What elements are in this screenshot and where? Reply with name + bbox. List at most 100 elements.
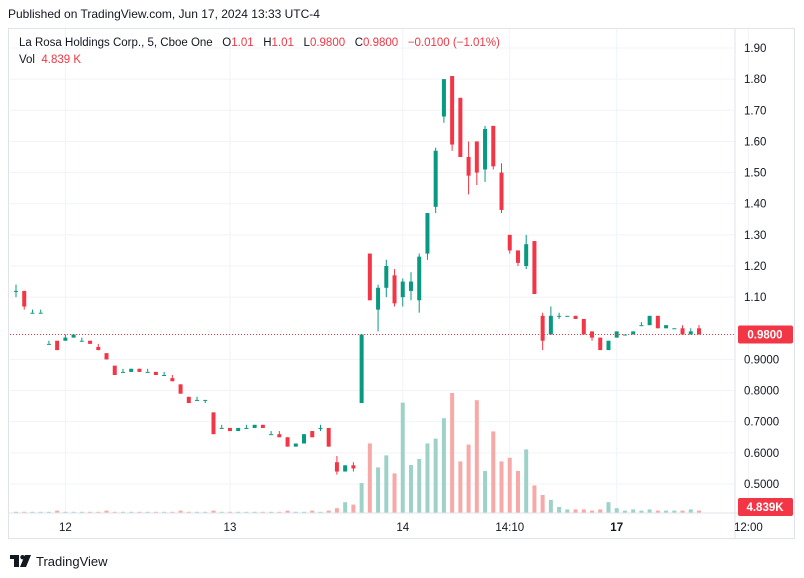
volume-bar bbox=[334, 508, 339, 513]
candle-body bbox=[425, 213, 430, 254]
volume-bar bbox=[277, 511, 282, 513]
candle-body bbox=[104, 353, 109, 360]
grid-layer bbox=[10, 29, 749, 513]
candle-body bbox=[38, 312, 43, 314]
candle-body bbox=[71, 334, 76, 338]
volume-bar bbox=[680, 510, 685, 513]
candle-body bbox=[236, 427, 241, 432]
volume-bar bbox=[30, 511, 35, 513]
candle-body bbox=[631, 331, 636, 335]
y-tick-label: 1.30 bbox=[744, 230, 766, 242]
volume-bar bbox=[491, 431, 496, 513]
y-tick-label: 1.40 bbox=[744, 199, 766, 211]
volume-bar bbox=[252, 511, 257, 513]
candle-body bbox=[376, 287, 381, 310]
y-tick-label: 0.8000 bbox=[744, 386, 779, 398]
volume-bar bbox=[639, 510, 644, 513]
candle-body bbox=[450, 76, 455, 145]
candle-body bbox=[417, 256, 422, 301]
y-tick-label: 1.60 bbox=[744, 136, 766, 148]
price-chart[interactable]: 1.90 1.80 1.70 1.60 1.50 1.40 1.30 1.20 1.10 0.90… bbox=[9, 29, 795, 539]
volume-bar bbox=[219, 511, 224, 513]
candle-body bbox=[647, 315, 652, 326]
volume-bar bbox=[664, 510, 669, 513]
volume-bar bbox=[227, 511, 232, 513]
candle-body bbox=[112, 365, 117, 375]
legend-volume-label: Vol bbox=[19, 54, 35, 66]
legend-high-value: 1.01 bbox=[271, 37, 294, 49]
candle-body bbox=[680, 328, 685, 335]
footer-branding: TradingView bbox=[10, 552, 108, 570]
volume-bar bbox=[343, 502, 348, 513]
volume-bar bbox=[120, 511, 125, 513]
last-volume-label: 4.839K bbox=[746, 502, 784, 514]
y-tick-label: 0.9000 bbox=[744, 354, 779, 366]
candle-body bbox=[515, 250, 520, 263]
candle-body bbox=[441, 79, 446, 117]
volume-bar bbox=[129, 511, 134, 513]
volume-bar bbox=[581, 509, 586, 513]
candle-body bbox=[195, 399, 200, 401]
volume-layer bbox=[14, 393, 701, 513]
volume-bar bbox=[359, 483, 364, 513]
candle-body bbox=[302, 434, 307, 444]
volume-bar bbox=[46, 511, 51, 513]
volume-bar bbox=[392, 473, 397, 513]
volume-bar bbox=[211, 510, 216, 513]
candle-body bbox=[277, 434, 282, 438]
candle-body bbox=[491, 125, 496, 167]
last-price-label: 0.9800 bbox=[747, 330, 782, 342]
volume-bar bbox=[244, 511, 249, 513]
candle-body bbox=[548, 315, 553, 335]
candle-body bbox=[581, 318, 586, 335]
candle-body bbox=[22, 290, 27, 307]
candle-body bbox=[466, 157, 471, 176]
volume-bar bbox=[195, 511, 200, 513]
candle-body bbox=[203, 399, 208, 401]
volume-bar bbox=[408, 465, 413, 513]
candle-body bbox=[285, 437, 290, 447]
volume-bar bbox=[376, 467, 381, 513]
candle-body bbox=[672, 328, 677, 330]
candle-body bbox=[655, 315, 660, 329]
legend-low-value: 0.9800 bbox=[309, 37, 346, 49]
candle-body bbox=[244, 427, 249, 429]
x-tick-label: 13 bbox=[224, 522, 237, 534]
candle-body bbox=[63, 337, 68, 341]
candle-body bbox=[334, 462, 339, 472]
y-tick-label: 0.5000 bbox=[744, 479, 779, 491]
volume-bar bbox=[441, 418, 446, 513]
candle-body bbox=[252, 424, 257, 428]
x-tick-label: 14:10 bbox=[495, 522, 524, 534]
volume-bar bbox=[573, 509, 578, 513]
axis-layer: 1.90 1.80 1.70 1.60 1.50 1.40 1.30 1.20 1.10 0.90… bbox=[9, 29, 794, 538]
volume-bar bbox=[524, 449, 529, 513]
volume-bar bbox=[532, 485, 537, 513]
volume-bar bbox=[499, 461, 504, 513]
candle-body bbox=[483, 128, 488, 170]
candle-body bbox=[260, 424, 265, 428]
candle-body bbox=[96, 346, 101, 351]
y-tick-label: 1.70 bbox=[744, 105, 766, 117]
candle-body bbox=[46, 343, 51, 345]
volume-bar bbox=[236, 511, 241, 513]
candle-body bbox=[474, 141, 479, 173]
volume-bar bbox=[672, 510, 677, 513]
candle-body bbox=[293, 443, 298, 447]
legend-high-label: H bbox=[263, 37, 272, 49]
chart-legend: La Rosa Holdings Corp., 5, Cboe One O1.0… bbox=[19, 35, 500, 69]
candle-body bbox=[532, 241, 537, 295]
footer-brand-label: TradingView bbox=[36, 553, 108, 569]
legend-change-value: −0.0100 (−1.01%) bbox=[407, 37, 500, 49]
volume-bar bbox=[145, 511, 150, 513]
last-price-tag bbox=[738, 325, 793, 344]
volume-bar bbox=[293, 511, 298, 513]
published-note: Published on TradingView.com, Jun 17, 20… bbox=[8, 7, 320, 21]
candle-body bbox=[565, 315, 570, 317]
candle-body bbox=[664, 325, 669, 329]
candle-body bbox=[688, 331, 693, 335]
volume-bar bbox=[260, 511, 265, 513]
volume-bar bbox=[351, 504, 356, 513]
candle-body bbox=[88, 340, 93, 344]
chart-panel[interactable]: 1.90 1.80 1.70 1.60 1.50 1.40 1.30 1.20 1.10 0.90… bbox=[8, 28, 795, 539]
